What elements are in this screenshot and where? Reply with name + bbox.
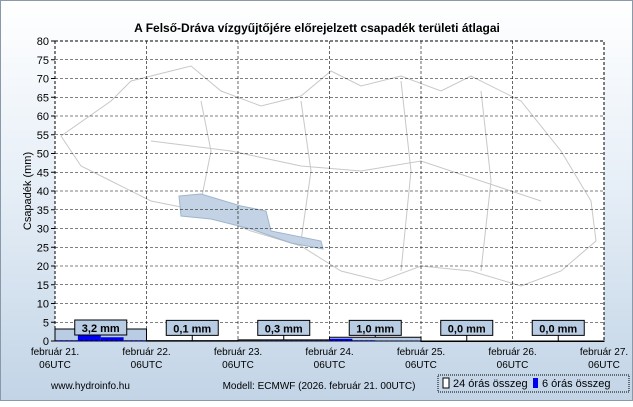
y-tick-label: 15 (37, 280, 49, 292)
data-label: 0,0 mm (448, 323, 486, 335)
x-tick-date: február 27. (580, 347, 628, 358)
y-tick-label: 30 (37, 224, 49, 236)
legend: 24 órás összeg 6 órás összeg (438, 375, 629, 392)
legend-daily: 24 órás összeg (453, 378, 528, 390)
x-tick-time: 06UTC (39, 360, 71, 371)
data-label: 0,3 mm (265, 323, 303, 335)
y-tick-label: 35 (37, 205, 49, 217)
y-tick-label: 20 (37, 261, 49, 273)
y-tick-label: 80 (37, 36, 49, 48)
y-tick-label: 70 (37, 74, 49, 86)
y-tick-label: 55 (37, 130, 49, 142)
footer-model: Modell: ECMWF (2026. február 21. 00UTC) (223, 381, 416, 392)
legend-6h: 6 órás összeg (542, 378, 610, 390)
x-tick-date: február 26. (488, 347, 536, 358)
x-tick-time: 06UTC (588, 360, 620, 371)
y-axis-label: Csapadék (mm) (22, 152, 34, 230)
x-tick-date: február 24. (305, 347, 353, 358)
y-tick-label: 10 (37, 299, 49, 311)
x-tick-date: február 22. (122, 347, 170, 358)
x-tick-time: 06UTC (222, 360, 254, 371)
x-tick-date: február 21. (31, 347, 79, 358)
x-tick-date: február 23. (214, 347, 262, 358)
y-tick-label: 45 (37, 167, 49, 179)
x-tick-date: február 25. (397, 347, 445, 358)
y-tick-label: 40 (37, 186, 49, 198)
six-hour-bar (101, 337, 124, 341)
data-label: 3,2 mm (82, 323, 120, 335)
y-tick-label: 60 (37, 111, 49, 123)
data-label: 0,1 mm (173, 323, 211, 335)
y-tick-label: 75 (37, 55, 49, 67)
y-tick-label: 25 (37, 242, 49, 254)
x-tick-time: 06UTC (131, 360, 163, 371)
footer-site[interactable]: www.hydroinfo.hu (50, 381, 130, 392)
legend-6h-swatch (533, 378, 538, 388)
y-tick-label: 50 (37, 149, 49, 161)
y-tick-label: 5 (43, 317, 49, 329)
y-tick-label: 65 (37, 92, 49, 104)
chart-title: A Felső-Dráva vízgyűjtőjére előrejelzett… (134, 21, 500, 35)
data-label: 1,0 mm (356, 323, 394, 335)
x-tick-time: 06UTC (497, 360, 529, 371)
data-label: 0,0 mm (539, 323, 577, 335)
x-tick-time: 06UTC (314, 360, 346, 371)
legend-daily-swatch (443, 378, 449, 388)
x-tick-time: 06UTC (405, 360, 437, 371)
